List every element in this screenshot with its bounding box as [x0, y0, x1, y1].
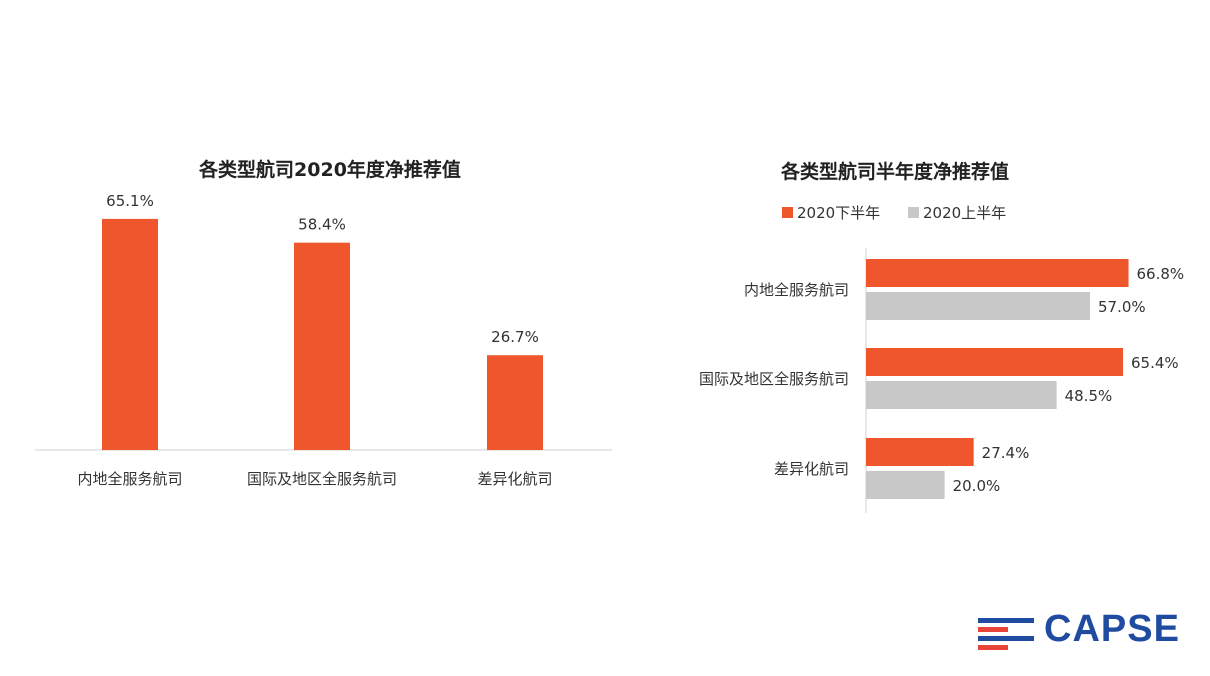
chart2-data-label: 48.5%: [1065, 387, 1113, 405]
chart1-title: 各类型航司2020年度净推荐值: [198, 158, 461, 181]
legend-swatch-2020-h1: [908, 207, 919, 218]
chart2-category-label: 差异化航司: [774, 460, 849, 478]
chart2-bar: [866, 348, 1124, 376]
chart2-category-label: 内地全服务航司: [744, 281, 849, 299]
chart2-legend: 2020下半年 2020上半年: [782, 204, 1006, 222]
chart2-category-label: 国际及地区全服务航司: [699, 370, 849, 388]
chart1-data-label: 58.4%: [298, 216, 346, 234]
logo-text: CAPSE: [1044, 608, 1180, 650]
logo-stripe: [978, 636, 1034, 641]
chart1-data-label: 26.7%: [491, 328, 539, 346]
logo-stripe: [978, 618, 1034, 623]
chart1-plot: 65.1% 内地全服务航司 58.4% 国际及地区全服务航司 26.7% 差异化航司: [35, 192, 612, 488]
legend-swatch-2020-h2: [782, 207, 793, 218]
chart2-bar: [866, 292, 1091, 320]
chart2-bar: [866, 471, 945, 499]
logo-stripe: [978, 645, 1008, 650]
chart1-category-label: 差异化航司: [477, 470, 552, 488]
chart2-data-label: 20.0%: [953, 477, 1001, 495]
chart1-category-label: 内地全服务航司: [77, 470, 182, 488]
legend-label-2020-h1: 2020上半年: [923, 204, 1006, 222]
chart1-bar: [294, 242, 350, 450]
chart1-data-label: 65.1%: [106, 192, 154, 210]
chart2-data-label: 57.0%: [1098, 298, 1146, 316]
chart1-bar: [487, 355, 543, 450]
chart2-plot: 内地全服务航司 66.8% 57.0% 国际及地区全服务航司 65.4% 48.5% 差异化…: [699, 248, 1184, 513]
chart2-data-label: 27.4%: [982, 444, 1030, 462]
chart2-bar: [866, 438, 974, 466]
capse-logo: CAPSE: [978, 608, 1179, 656]
chart2-data-label: 65.4%: [1131, 354, 1179, 372]
legend-label-2020-h2: 2020下半年: [797, 204, 880, 222]
logo-stripe: [978, 627, 1008, 632]
chart2-bar: [866, 259, 1129, 287]
chart2-data-label: 66.8%: [1137, 265, 1185, 283]
chart1-category-label: 国际及地区全服务航司: [247, 470, 397, 488]
chart2-title: 各类型航司半年度净推荐值: [780, 160, 1009, 183]
chart1-bar: [102, 218, 158, 450]
chart2-bar: [866, 381, 1057, 409]
